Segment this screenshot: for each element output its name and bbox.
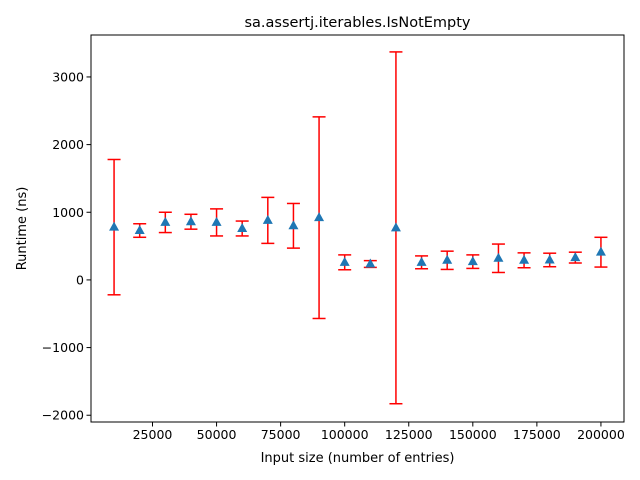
data-point-triangle [160, 216, 171, 226]
data-point-triangle [262, 214, 273, 224]
plot-area [91, 35, 624, 422]
x-tick-label: 175000 [513, 427, 561, 442]
x-tick-label: 75000 [261, 427, 301, 442]
x-tick-label: 100000 [321, 427, 369, 442]
axes-frame [90, 34, 625, 423]
data-point-triangle [211, 216, 222, 226]
y-tick-label: 0 [76, 272, 84, 287]
y-axis-ticks: −2000 −1000 0 1000 2000 3000 [42, 69, 91, 423]
data-point-triangle [595, 246, 606, 256]
data-point-triangle [134, 225, 145, 235]
y-tick-label: 2000 [52, 137, 84, 152]
chart-title: sa.assertj.iterables.IsNotEmpty [244, 15, 470, 31]
data-point-triangle [109, 221, 120, 231]
x-tick-label: 50000 [197, 427, 237, 442]
y-axis-title: Runtime (ns) [15, 187, 30, 271]
y-tick-label: −1000 [42, 340, 84, 355]
x-axis-ticks: 25000 50000 75000 100000 125000 150000 175000 2… [133, 422, 625, 442]
data-point-triangle [416, 256, 427, 266]
x-axis-title: Input size (number of entries) [261, 451, 455, 466]
data-point-triangle [288, 220, 299, 230]
data-point-triangle [339, 256, 350, 266]
data-point-triangle [237, 223, 248, 232]
x-tick-label: 25000 [133, 427, 173, 442]
data-point-triangle [185, 216, 196, 226]
y-tick-label: 3000 [52, 69, 84, 84]
data-point-triangle [314, 212, 325, 222]
data-point-triangle [442, 254, 453, 264]
data-point-triangle [493, 252, 504, 262]
data-point-triangle [365, 258, 376, 268]
y-tick-label: −2000 [42, 408, 84, 423]
y-tick-label: 1000 [52, 205, 84, 220]
data-point-triangle [519, 254, 530, 264]
x-tick-label: 150000 [449, 427, 497, 442]
data-marks [107, 51, 608, 405]
data-point-triangle [570, 252, 581, 262]
data-point-triangle [467, 256, 478, 266]
data-point-triangle [544, 254, 555, 264]
x-tick-label: 200000 [577, 427, 625, 442]
data-point-triangle [390, 222, 401, 232]
x-tick-label: 125000 [385, 427, 433, 442]
